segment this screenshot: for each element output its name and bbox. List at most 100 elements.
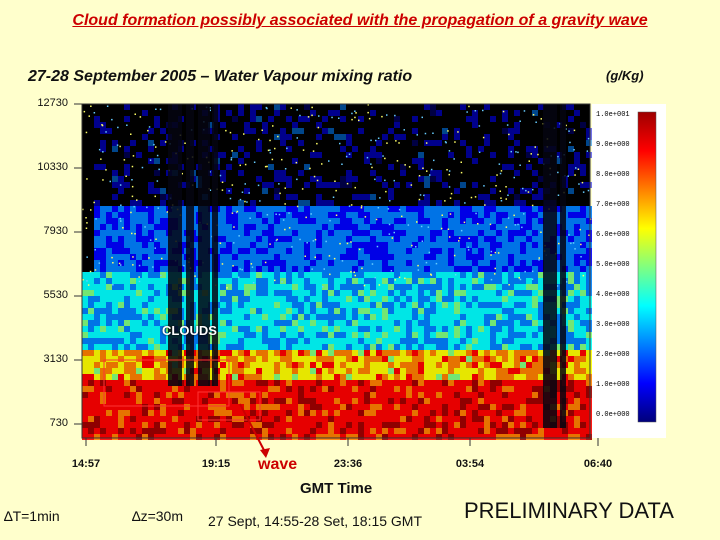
heat-cell bbox=[352, 254, 358, 260]
heat-cell bbox=[538, 314, 544, 320]
heat-cell bbox=[448, 278, 454, 284]
heat-cell bbox=[286, 284, 292, 290]
heat-cell bbox=[454, 386, 460, 392]
heat-cell bbox=[388, 242, 394, 248]
heat-cell bbox=[280, 338, 286, 344]
heat-cell bbox=[238, 398, 244, 404]
heat-cell bbox=[124, 374, 130, 380]
heat-cell bbox=[202, 392, 208, 398]
heat-cell bbox=[160, 266, 166, 272]
heat-cell bbox=[346, 356, 352, 362]
heat-cell bbox=[448, 152, 454, 158]
heat-cell bbox=[538, 290, 544, 296]
heat-cell bbox=[160, 260, 166, 266]
heat-cell bbox=[394, 332, 400, 338]
speckle bbox=[448, 173, 450, 176]
heat-cell bbox=[256, 422, 262, 428]
heat-cell bbox=[442, 308, 448, 314]
speckle bbox=[382, 155, 384, 157]
heat-cell bbox=[262, 254, 268, 260]
heat-cell bbox=[280, 368, 286, 374]
heat-cell bbox=[298, 278, 304, 284]
heat-cell bbox=[178, 422, 184, 428]
heat-cell bbox=[586, 398, 592, 404]
heat-cell bbox=[526, 428, 532, 434]
speckle bbox=[478, 125, 481, 127]
heat-cell bbox=[304, 356, 310, 362]
heat-cell bbox=[376, 338, 382, 344]
heat-cell bbox=[82, 338, 88, 344]
heat-cell bbox=[340, 356, 346, 362]
heat-cell bbox=[256, 404, 262, 410]
speckle bbox=[109, 180, 111, 183]
heat-cell bbox=[532, 344, 538, 350]
heat-cell bbox=[364, 302, 370, 308]
heat-cell bbox=[454, 284, 460, 290]
speckle bbox=[312, 240, 315, 242]
heat-cell bbox=[346, 416, 352, 422]
heat-cell bbox=[244, 230, 250, 236]
heat-cell bbox=[178, 392, 184, 398]
heat-cell bbox=[220, 260, 226, 266]
heat-cell bbox=[574, 356, 580, 362]
heat-cell bbox=[340, 404, 346, 410]
y-tick-marks bbox=[74, 103, 82, 425]
heat-cell bbox=[334, 224, 340, 230]
heat-cell bbox=[574, 284, 580, 290]
heat-cell bbox=[568, 314, 574, 320]
heat-cell bbox=[148, 290, 154, 296]
heat-cell bbox=[370, 230, 376, 236]
heat-cell bbox=[118, 422, 124, 428]
speckle bbox=[394, 279, 396, 281]
speckle bbox=[85, 217, 87, 219]
heat-cell bbox=[574, 404, 580, 410]
heat-cell bbox=[94, 308, 100, 314]
speckle bbox=[515, 151, 517, 153]
speckle bbox=[335, 214, 338, 216]
heat-cell bbox=[364, 158, 370, 164]
heat-cell bbox=[256, 236, 262, 242]
heat-cell bbox=[112, 392, 118, 398]
heat-cell bbox=[220, 344, 226, 350]
heat-cell bbox=[298, 380, 304, 386]
heat-cell bbox=[586, 296, 592, 302]
heat-cell bbox=[208, 302, 214, 308]
heat-cell bbox=[418, 344, 424, 350]
heat-cell bbox=[322, 278, 328, 284]
heat-cell bbox=[112, 362, 118, 368]
heat-cell bbox=[424, 410, 430, 416]
heat-cell bbox=[322, 392, 328, 398]
heat-cell bbox=[286, 278, 292, 284]
heat-cell bbox=[358, 242, 364, 248]
heat-cell bbox=[352, 362, 358, 368]
speckle bbox=[375, 218, 378, 221]
heat-cell bbox=[286, 392, 292, 398]
heat-cell bbox=[184, 422, 190, 428]
heat-cell bbox=[424, 290, 430, 296]
speckle bbox=[132, 256, 134, 258]
heat-cell bbox=[220, 278, 226, 284]
heat-cell bbox=[568, 224, 574, 230]
heat-cell bbox=[574, 374, 580, 380]
heat-cell bbox=[574, 206, 580, 212]
heat-cell bbox=[328, 242, 334, 248]
heat-cell bbox=[142, 386, 148, 392]
heat-cell bbox=[310, 206, 316, 212]
heat-cell bbox=[382, 326, 388, 332]
heat-cell bbox=[520, 368, 526, 374]
speckle bbox=[540, 231, 542, 233]
heat-cell bbox=[478, 230, 484, 236]
heat-cell bbox=[514, 386, 520, 392]
heat-cell bbox=[100, 242, 106, 248]
heat-cell bbox=[538, 386, 544, 392]
heat-cell bbox=[412, 308, 418, 314]
heat-cell bbox=[376, 344, 382, 350]
heat-cell bbox=[460, 332, 466, 338]
heat-cell bbox=[448, 272, 454, 278]
heat-cell bbox=[496, 302, 502, 308]
heat-cell bbox=[136, 428, 142, 434]
speckle bbox=[291, 246, 293, 248]
heat-cell bbox=[490, 434, 496, 440]
heat-cell bbox=[502, 392, 508, 398]
heat-cell bbox=[136, 308, 142, 314]
